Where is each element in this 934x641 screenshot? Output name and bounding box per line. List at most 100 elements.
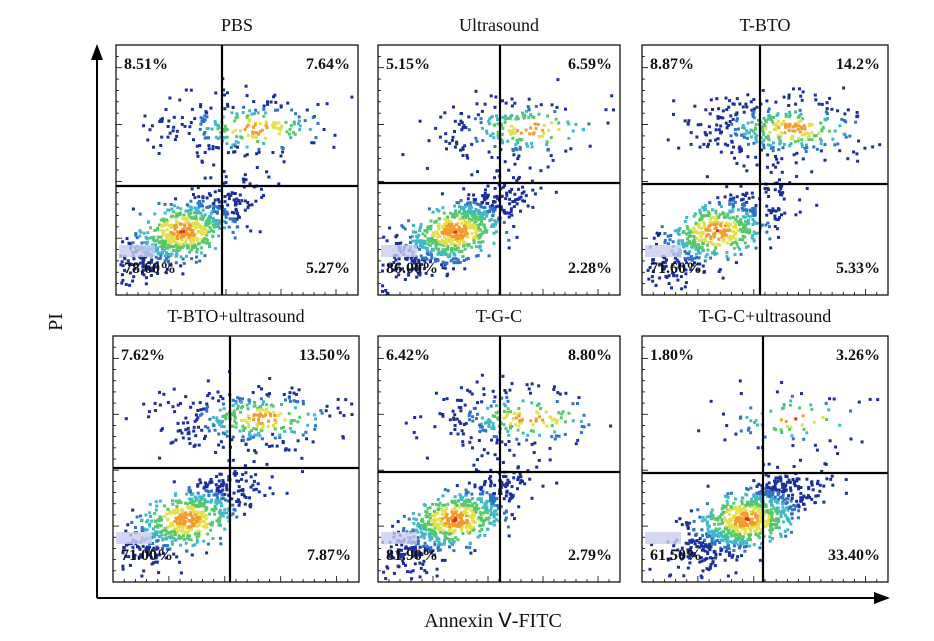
event-dot — [738, 531, 742, 535]
event-dot — [217, 234, 221, 238]
event-dot — [216, 496, 220, 500]
event-dot — [142, 231, 146, 235]
event-dot — [723, 224, 727, 228]
event-dot — [684, 272, 688, 276]
event-dot — [205, 115, 209, 119]
event-dot — [197, 210, 201, 214]
event-dot — [191, 503, 195, 507]
event-dot — [479, 203, 483, 207]
event-dot — [764, 119, 767, 123]
event-dot — [476, 412, 479, 416]
event-dot — [502, 402, 506, 406]
event-dot — [233, 473, 237, 477]
event-dot — [838, 124, 842, 128]
event-dot — [226, 91, 229, 95]
event-dot — [712, 243, 716, 247]
event-dot — [194, 520, 198, 524]
event-dot — [401, 529, 405, 533]
event-dot — [206, 426, 210, 430]
event-dot — [502, 209, 506, 213]
event-dot — [400, 548, 404, 552]
event-dot — [797, 124, 801, 128]
event-dot — [170, 534, 174, 538]
event-dot — [820, 128, 824, 132]
event-dot — [432, 521, 436, 525]
event-dot — [189, 88, 193, 92]
event-dot — [148, 515, 152, 518]
event-dot — [436, 235, 440, 239]
event-dot — [202, 539, 206, 543]
event-dot — [451, 522, 454, 525]
event-dot — [588, 144, 592, 148]
event-dot — [402, 561, 405, 565]
event-dot — [233, 218, 237, 222]
event-dot — [218, 472, 222, 476]
event-dot — [489, 499, 492, 503]
event-dot — [141, 265, 145, 269]
event-dot — [181, 518, 185, 522]
event-dot — [488, 219, 492, 223]
event-dot — [397, 550, 401, 554]
event-dot — [728, 99, 732, 103]
event-dot — [452, 499, 456, 503]
event-dot — [127, 241, 131, 245]
event-dot — [702, 214, 706, 218]
event-dot — [201, 510, 205, 514]
event-dot — [493, 483, 497, 487]
event-dot — [797, 137, 801, 140]
event-dot — [412, 230, 416, 234]
event-dot — [231, 458, 235, 462]
event-dot — [681, 264, 685, 268]
event-dot — [244, 479, 248, 483]
event-dot — [732, 246, 736, 250]
event-dot — [457, 250, 461, 254]
event-dot — [801, 117, 805, 121]
event-dot — [454, 517, 458, 521]
event-dot — [170, 530, 174, 534]
event-dot — [471, 528, 475, 532]
event-dot — [178, 211, 182, 215]
event-dot — [237, 397, 241, 400]
event-dot — [762, 146, 766, 150]
event-dot — [708, 131, 712, 135]
event-dot — [454, 248, 458, 252]
event-dot — [411, 528, 415, 532]
event-dot — [806, 135, 810, 139]
event-dot — [167, 245, 170, 249]
event-dot — [207, 221, 211, 225]
event-dot — [800, 142, 804, 146]
event-dot — [239, 410, 242, 414]
event-dot — [540, 135, 544, 138]
event-dot — [509, 132, 512, 136]
event-dot — [651, 258, 655, 261]
event-dot — [148, 522, 152, 526]
event-dot — [242, 105, 246, 109]
event-dot — [735, 558, 739, 562]
event-dot — [491, 502, 495, 505]
event-dot — [477, 245, 481, 249]
event-dot — [240, 400, 244, 404]
density-dots — [646, 86, 882, 291]
event-dot — [723, 229, 727, 233]
event-dot — [493, 415, 496, 418]
event-dot — [479, 425, 483, 429]
event-dot — [201, 228, 205, 232]
event-dot — [803, 133, 806, 137]
event-dot — [555, 400, 559, 403]
event-dot — [225, 511, 229, 515]
event-dot — [154, 556, 158, 560]
event-dot — [709, 240, 713, 244]
event-dot — [709, 98, 713, 102]
event-dot — [238, 429, 242, 433]
event-dot — [729, 234, 733, 238]
event-dot — [269, 100, 273, 104]
event-dot — [745, 222, 749, 226]
event-dot — [713, 223, 717, 227]
event-dot — [453, 238, 457, 242]
event-dot — [216, 223, 220, 227]
event-dot — [481, 194, 485, 198]
event-dot — [256, 424, 260, 428]
event-dot — [799, 486, 803, 489]
event-dot — [260, 387, 263, 391]
event-dot — [762, 139, 766, 142]
